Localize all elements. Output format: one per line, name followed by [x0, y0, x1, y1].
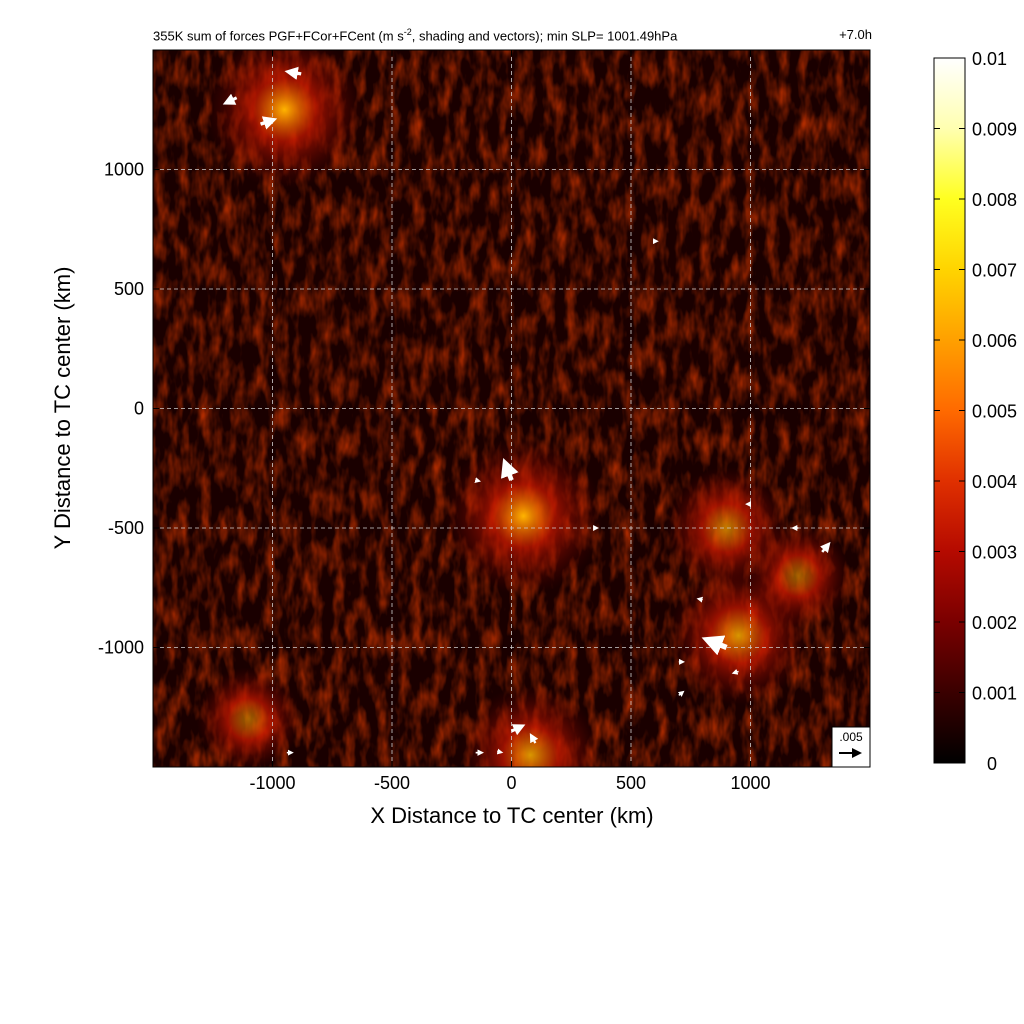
- x-tick-label: 500: [616, 773, 646, 793]
- x-tick-label: 1000: [730, 773, 770, 793]
- force-vector: [500, 457, 519, 482]
- colorbar-tick-label: 0.009: [972, 120, 1017, 140]
- x-tick-label: 0: [506, 773, 516, 793]
- hotspot: [205, 50, 364, 189]
- force-vector: [677, 690, 685, 697]
- force-vector: [819, 541, 831, 554]
- y-axis-label: Y Distance to TC center (km): [50, 267, 75, 550]
- hotspot: [460, 685, 601, 767]
- force-vector: [510, 724, 526, 736]
- y-tick-label: 500: [114, 279, 144, 299]
- reference-vector-box: .005: [831, 726, 871, 768]
- x-axis-label: X Distance to TC center (km): [370, 803, 653, 828]
- force-vector: [496, 748, 504, 755]
- force-vector: [259, 116, 278, 130]
- time-label: +7.0h: [839, 27, 872, 42]
- force-vector: [222, 93, 238, 105]
- grid-lines: [153, 50, 870, 767]
- force-vector: [701, 635, 728, 656]
- force-vector: [474, 477, 482, 483]
- y-tick-label: 0: [134, 399, 144, 419]
- colorbar-tick-label: 0.002: [972, 613, 1017, 633]
- force-vectors: [222, 66, 831, 756]
- colorbar-tick-label: 0.006: [972, 331, 1017, 351]
- x-axis-ticks: -1000 -500 0 500 1000: [249, 50, 771, 793]
- reference-vector-label: .005: [839, 730, 863, 744]
- y-tick-label: -500: [108, 518, 144, 538]
- colorbar-tick-label: 0.004: [972, 472, 1017, 492]
- colorbar-tick-label: 0.005: [972, 402, 1017, 422]
- colorbar-tick-label: 0.01: [972, 49, 1007, 69]
- hotspot: [746, 523, 851, 628]
- x-tick-label: -500: [374, 773, 410, 793]
- colorbar-tick-label: 0.007: [972, 261, 1017, 281]
- y-tick-label: -1000: [98, 638, 144, 658]
- y-tick-label: 1000: [104, 160, 144, 180]
- hotspot: [444, 437, 603, 596]
- colorbar-tick-label: 0.003: [972, 543, 1017, 563]
- y-axis-ticks: 1000 500 0 -500 -1000: [98, 160, 870, 658]
- hotspots: [196, 50, 851, 767]
- force-vector: [731, 668, 739, 675]
- chart-title: 355K sum of forces PGF+FCor+FCent (m s-2…: [153, 27, 678, 44]
- hotspot: [196, 667, 301, 767]
- force-vector: [529, 733, 539, 744]
- colorbar-tick-label: 0.008: [972, 190, 1017, 210]
- colorbar-tick-label: 0: [987, 754, 997, 774]
- colorbar-ticks: 0.01 0.009 0.008 0.007 0.006 0.005 0.004 0.003 0…: [934, 49, 1017, 774]
- force-vector: [284, 66, 302, 80]
- x-tick-label: -1000: [249, 773, 295, 793]
- colorbar-tick-label: 0.001: [972, 684, 1017, 704]
- force-vector: [696, 596, 704, 603]
